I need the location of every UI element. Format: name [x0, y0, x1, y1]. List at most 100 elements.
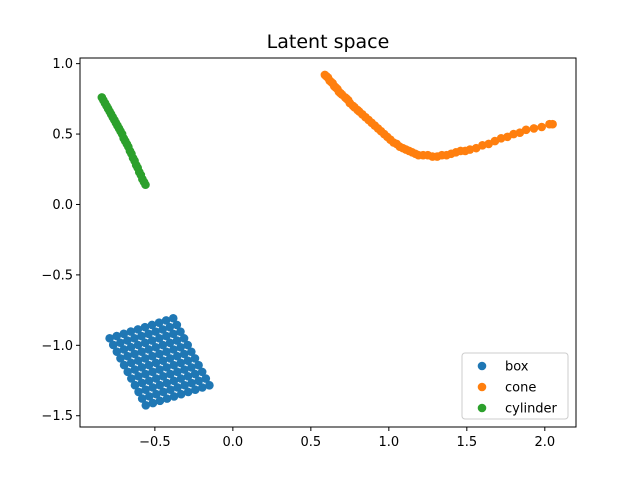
point-box	[123, 336, 132, 345]
point-box	[112, 331, 121, 341]
legend-marker	[477, 361, 487, 371]
y-tick-label: 0.0	[52, 198, 73, 213]
point-box	[148, 383, 158, 392]
point-box	[165, 322, 175, 332]
x-tick-label: 1.0	[378, 435, 399, 450]
tick-marks: −0.5 0.0 0.5 1.0 1.5 2.0 −1.5 −1.0 −0.5 0.0 0.5 1.0	[41, 57, 555, 450]
point-box	[141, 385, 150, 394]
point-box	[194, 360, 203, 370]
point-box	[137, 347, 146, 357]
series-box	[105, 313, 214, 410]
point-box	[180, 365, 189, 374]
legend-item-cylinder: cylinder	[477, 402, 558, 417]
point-box	[123, 367, 133, 377]
point-box	[158, 325, 168, 334]
point-box	[119, 329, 129, 339]
point-box	[180, 380, 189, 390]
point-box	[133, 325, 143, 334]
point-box	[194, 376, 204, 386]
point-box	[176, 327, 185, 336]
point-box	[158, 340, 168, 350]
point-box	[137, 331, 146, 341]
point-box	[134, 371, 143, 381]
point-box	[116, 338, 125, 348]
point-box	[176, 374, 186, 383]
point-cone	[548, 119, 557, 129]
legend-label: box	[505, 360, 529, 375]
point-box	[179, 349, 189, 359]
chart-title: Latent space	[267, 31, 390, 53]
point-box	[165, 338, 175, 348]
point-box	[123, 351, 132, 361]
point-box	[159, 387, 168, 397]
point-box	[198, 383, 207, 392]
point-box	[162, 347, 171, 357]
point-box	[112, 347, 122, 356]
point-box	[147, 320, 157, 330]
point-box	[179, 334, 189, 343]
point-box	[116, 354, 125, 363]
point-box	[172, 336, 182, 345]
y-tick-label: −0.5	[41, 268, 73, 283]
point-box	[169, 376, 179, 386]
point-box	[137, 378, 147, 388]
point-box	[169, 360, 179, 370]
x-tick-label: 2.0	[534, 435, 555, 450]
point-box	[144, 360, 154, 370]
x-tick-label: 1.5	[456, 435, 477, 450]
point-box	[144, 345, 154, 354]
point-box	[169, 392, 179, 401]
point-box	[169, 345, 178, 354]
x-tick-label: 0.5	[300, 435, 321, 450]
point-box	[141, 401, 151, 410]
point-box	[155, 396, 165, 406]
point-box	[166, 385, 175, 395]
point-box	[126, 358, 136, 368]
point-box	[133, 356, 143, 365]
point-box	[119, 360, 129, 370]
plot-frame	[79, 57, 577, 428]
point-box	[148, 351, 157, 361]
point-box	[201, 374, 211, 383]
series-cylinder	[97, 93, 150, 190]
data-points	[97, 70, 557, 410]
point-cone	[529, 124, 539, 133]
legend-label: cylinder	[505, 402, 558, 417]
point-box	[158, 356, 168, 365]
point-box	[151, 358, 161, 368]
legend-item-cone: cone	[477, 381, 536, 396]
point-box	[130, 365, 140, 374]
point-box	[155, 380, 165, 390]
point-box	[155, 349, 164, 359]
point-box	[119, 345, 129, 354]
point-box	[161, 316, 171, 325]
legend: box cone cylinder	[461, 352, 569, 420]
point-box	[126, 342, 136, 352]
y-tick-label: −1.5	[41, 409, 73, 424]
point-box	[154, 334, 164, 343]
point-box	[165, 369, 175, 379]
point-box	[130, 334, 139, 343]
y-tick-label: −1.0	[41, 339, 73, 354]
point-box	[169, 329, 178, 339]
point-box	[162, 378, 172, 388]
point-box	[127, 374, 136, 383]
x-tick-label: −0.5	[139, 435, 171, 450]
legend-marker	[477, 382, 487, 392]
point-box	[151, 342, 161, 352]
point-box	[151, 327, 160, 336]
point-box	[187, 363, 196, 372]
legend-label: cone	[505, 381, 536, 396]
point-box	[130, 380, 140, 390]
point-box	[144, 329, 153, 339]
point-box	[141, 369, 150, 379]
point-box	[173, 383, 182, 392]
point-box	[134, 387, 143, 397]
point-box	[165, 354, 175, 363]
point-box	[154, 318, 164, 327]
point-box	[197, 367, 207, 377]
point-box	[151, 374, 161, 383]
point-box	[148, 367, 157, 377]
point-box	[140, 338, 150, 348]
